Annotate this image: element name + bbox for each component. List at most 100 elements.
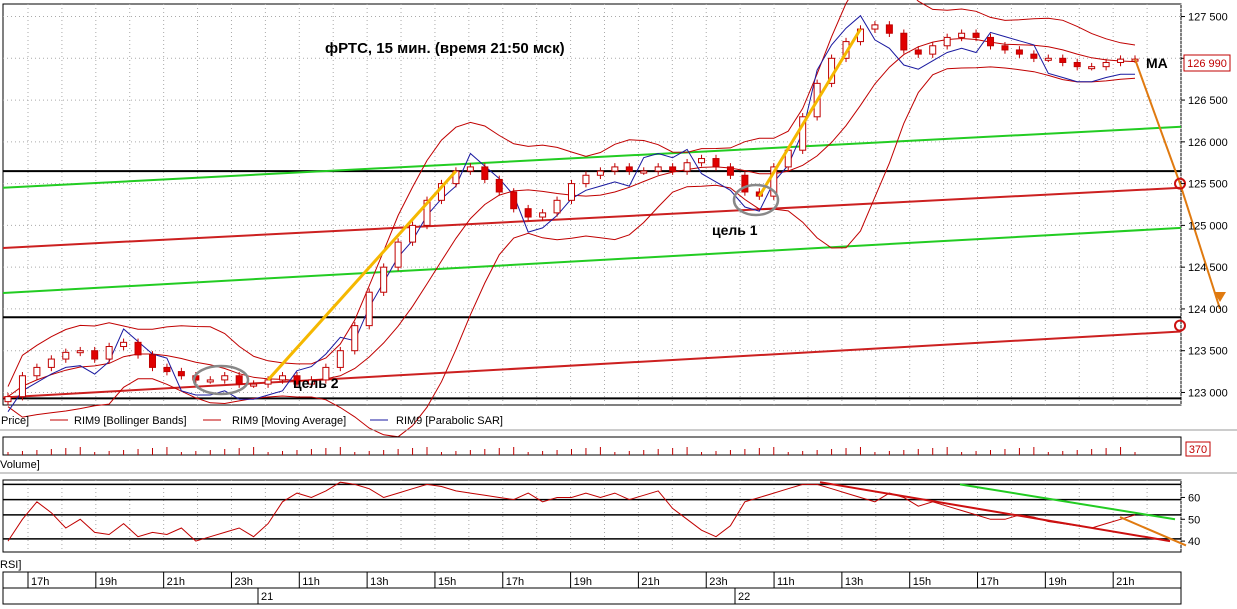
hour-label: 21h (167, 576, 185, 588)
target-1-circle (732, 183, 780, 217)
legend-bollinger: RIM9 [Bollinger Bands] (74, 415, 187, 427)
candle-body (18, 375, 26, 398)
candle-body (466, 166, 474, 172)
hour-label: 19h (99, 576, 117, 588)
candle-body (394, 241, 402, 268)
candle-body (770, 166, 778, 197)
candle-body (640, 170, 648, 174)
candle-body (1015, 49, 1023, 55)
candle-body (1044, 57, 1052, 61)
rsi-tick-label: 50 (1188, 514, 1200, 526)
candle-body (481, 166, 489, 180)
rsi-trendlines (819, 481, 1187, 547)
volume-label: Volume] (0, 459, 40, 471)
candle-body (712, 158, 720, 168)
candle-body (972, 32, 980, 38)
candle-body (322, 366, 330, 381)
candle-body (76, 350, 84, 354)
hour-label: 13h (845, 576, 863, 588)
volume-panel (2, 436, 1182, 456)
candle-body (582, 174, 590, 185)
candle-body (409, 224, 417, 243)
trend-channels (2, 125, 1182, 399)
candle-body (120, 341, 128, 348)
candle-body (596, 170, 604, 176)
time-axis: 17h 19h 21h 23h 11h 13h 15h 17h 19h 21h 23h 11h 13h 1… (2, 571, 1182, 605)
candles (4, 21, 1139, 406)
hour-label: 19h (574, 576, 592, 588)
bollinger-lower (7, 66, 1136, 438)
candle-body (741, 174, 749, 193)
rsi-label: RSI] (0, 559, 21, 571)
price-tick-label: 124 500 (1188, 262, 1228, 274)
candle-body (380, 266, 388, 293)
candle-body (914, 49, 922, 55)
rsi-line (7, 481, 1136, 542)
rsi-series (7, 481, 1136, 542)
day-label: 21 (261, 591, 273, 603)
price-tick-label: 124 000 (1188, 304, 1228, 316)
price-tick-label: 125 500 (1188, 179, 1228, 191)
candle-body (235, 375, 243, 385)
hour-label: 23h (709, 576, 727, 588)
candle-body (1073, 61, 1081, 68)
forecast-arrow-2 (1179, 183, 1221, 310)
volume-value: 370 (1189, 444, 1207, 456)
candle-body (495, 178, 503, 193)
candle-body (4, 396, 12, 403)
candle-body (293, 375, 301, 385)
candle-body (885, 24, 893, 34)
candle-body (929, 45, 937, 55)
candle-body (683, 162, 691, 172)
price-tick-label: 123 000 (1188, 387, 1228, 399)
candle-body (221, 375, 229, 381)
price-tick-label: 126 500 (1188, 95, 1228, 107)
candle-body (250, 383, 258, 387)
target-marker (1174, 319, 1186, 332)
candle-body (1001, 45, 1009, 51)
target-2-circle (192, 364, 250, 396)
candle-body (654, 166, 662, 172)
channel-line (2, 125, 1182, 189)
parabolic-sar-line (7, 14, 1135, 412)
candle-body (279, 375, 287, 381)
price-tick-label: 127 500 (1188, 12, 1228, 24)
candle-body (871, 24, 879, 30)
rsi-forecast-arrow (1119, 516, 1187, 547)
candle-body (510, 191, 518, 210)
candle-body (625, 166, 633, 172)
rsi-tick-label: 40 (1188, 536, 1200, 548)
legend-price: Price] (1, 415, 29, 427)
candle-body (91, 350, 99, 360)
candle-body (987, 36, 995, 47)
price-tick-label: 125 000 (1188, 220, 1228, 232)
ma-label: MA (1146, 55, 1168, 71)
hour-label: 23h (234, 576, 252, 588)
candle-body (568, 183, 575, 201)
candle-body (1030, 53, 1038, 59)
hour-label: 21h (1116, 576, 1134, 588)
hour-label: 17h (981, 576, 999, 588)
candle-body (611, 166, 619, 172)
impulse-stroke (266, 170, 458, 381)
target-2-label: цель 2 (293, 375, 339, 391)
candle-body (62, 351, 70, 360)
rsi-levels (3, 483, 1181, 540)
candle-body (958, 32, 966, 38)
candle-body (423, 199, 431, 226)
candle-body (307, 379, 315, 385)
channel-line (2, 330, 1182, 399)
candle-body (1059, 57, 1067, 63)
candle-body (134, 341, 142, 356)
candle-body (669, 166, 677, 172)
bollinger-upper (7, 0, 1136, 387)
channel-line (2, 186, 1182, 249)
rsi-axis: 60 50 40 (1181, 492, 1200, 548)
candle-body (1102, 61, 1110, 68)
candle-body (163, 366, 171, 373)
hour-label: 11h (302, 576, 320, 588)
impulse-stroke (758, 28, 862, 197)
day-label: 22 (738, 591, 750, 603)
candle-body (336, 350, 344, 368)
